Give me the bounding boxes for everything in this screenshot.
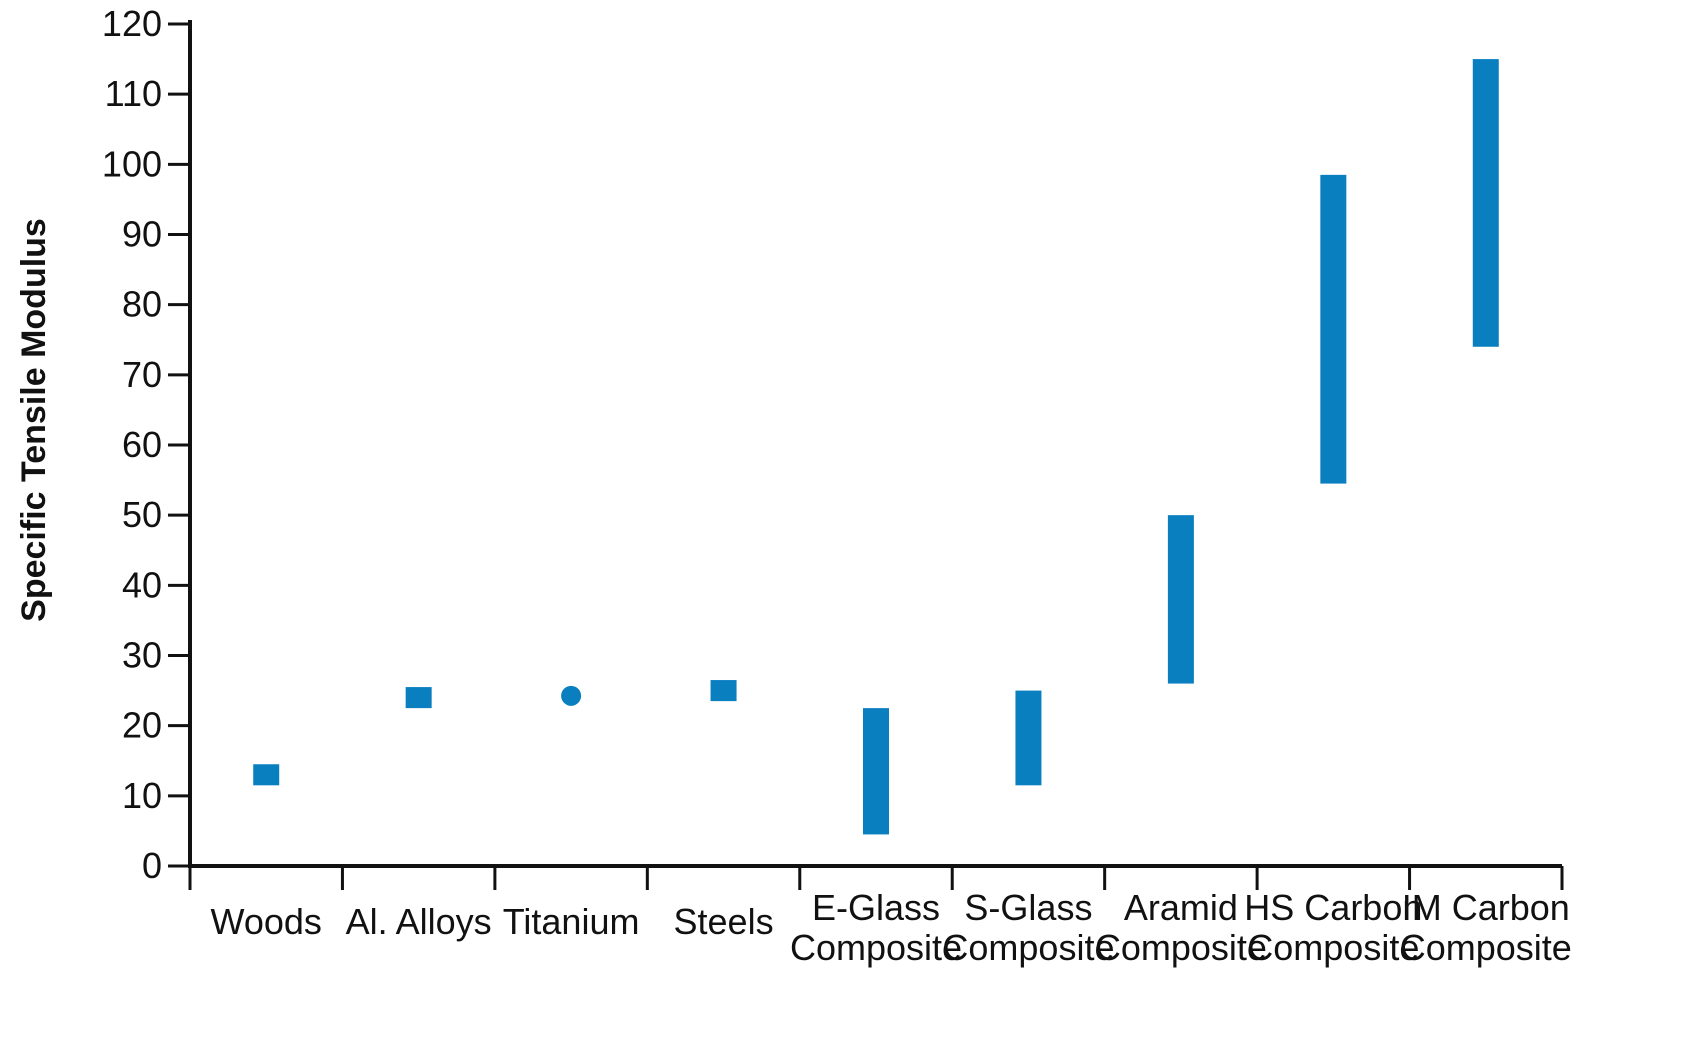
category-label: HS Carbon <box>1244 887 1422 928</box>
y-tick-label: 90 <box>122 214 162 255</box>
range-mark-woods <box>253 764 280 786</box>
y-tick-label: 50 <box>122 494 162 535</box>
y-tick-label: 40 <box>122 564 162 605</box>
category-label: E-Glass <box>812 887 940 928</box>
y-axis-title: Specific Tensile Modulus <box>15 218 53 622</box>
y-axis-title-group: Specific Tensile Modulus <box>15 218 53 622</box>
range-mark-im-carbon-composite <box>1472 59 1499 347</box>
category-label: Steels <box>674 901 774 942</box>
y-tick-label: 60 <box>122 424 162 465</box>
y-tick-label: 10 <box>122 775 162 816</box>
category-label: IM Carbon <box>1402 887 1570 928</box>
category-label: Composite <box>790 927 962 968</box>
range-marks <box>253 59 1499 835</box>
y-tick-label: 0 <box>142 845 162 886</box>
category-label: Al. Alloys <box>346 901 492 942</box>
range-mark-titanium <box>561 685 582 706</box>
category-label: Composite <box>1247 927 1419 968</box>
category-label: Titanium <box>503 901 640 942</box>
y-tick-label: 80 <box>122 284 162 325</box>
range-mark-e-glass-composite <box>863 708 889 835</box>
category-label: Composite <box>942 927 1114 968</box>
category-label: Composite <box>1095 927 1267 968</box>
range-mark-al-alloys <box>405 687 432 709</box>
y-tick-label: 110 <box>105 73 162 114</box>
y-ticks: 0 10 20 30 40 50 60 70 80 90 100 110 120 <box>102 3 190 886</box>
y-tick-label: 20 <box>122 705 162 746</box>
category-label: S-Glass <box>964 887 1092 928</box>
y-tick-label: 70 <box>122 354 162 395</box>
range-mark-hs-carbon-composite <box>1320 174 1347 484</box>
y-tick-label: 120 <box>102 3 162 44</box>
category-label: Woods <box>211 901 322 942</box>
y-tick-label: 100 <box>102 143 162 184</box>
range-mark-steels <box>710 680 737 702</box>
category-labels: Woods Al. Alloys Titanium Steels E-GlassComp… <box>211 887 1572 968</box>
category-label: Aramid <box>1124 887 1238 928</box>
category-label: Composite <box>1400 927 1572 968</box>
range-mark-aramid-composite <box>1167 515 1194 684</box>
x-ticks <box>188 866 1564 890</box>
y-tick-label: 30 <box>122 635 162 676</box>
range-mark-s-glass-composite <box>1015 690 1042 786</box>
